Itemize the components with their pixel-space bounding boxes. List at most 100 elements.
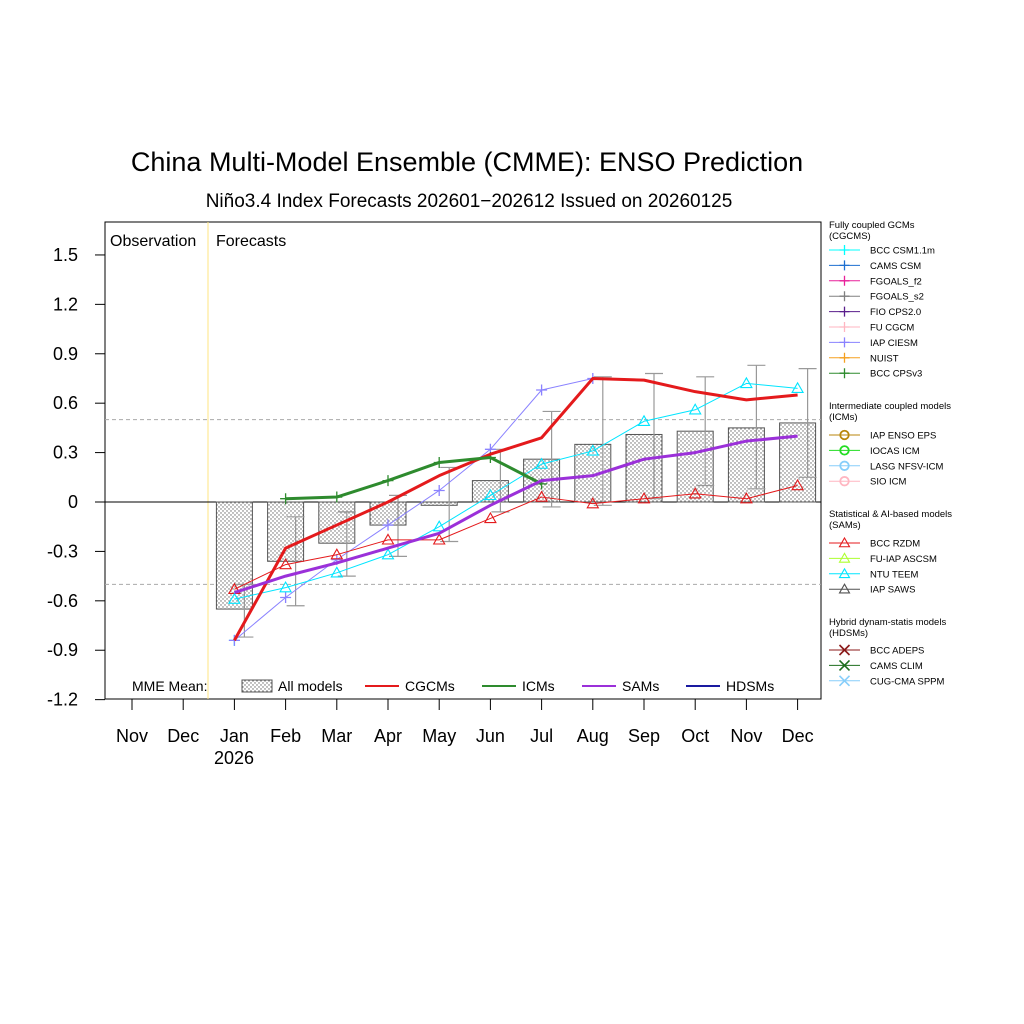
iap-ciesm-point xyxy=(382,519,394,531)
legend-item-triangle-icon xyxy=(838,536,851,548)
bcc-rzdm-point xyxy=(535,490,549,502)
ntu-teem-point xyxy=(432,520,446,532)
error-bar xyxy=(286,516,305,607)
legend-item-label: IAP SAWS xyxy=(870,585,915,596)
y-tick-label: 0.3 xyxy=(53,443,78,463)
legend-item-triangle-icon xyxy=(838,583,851,594)
chart-title: China Multi-Model Ensemble (CMME): ENSO … xyxy=(131,147,803,177)
legend-side: Fully coupled GCMs (CGCMS) BCC CSM1.1m CAMS… xyxy=(829,220,952,687)
icms-mean-line xyxy=(285,456,543,501)
bcc-rzdm-point xyxy=(279,557,293,570)
bcc-rzdm-point xyxy=(483,511,497,524)
y-tick-label: 0.6 xyxy=(53,393,78,413)
legend-item-label: CAMS CSM xyxy=(870,261,921,272)
ntu-teem-line xyxy=(234,382,798,600)
legend-item-label: FGOALS_f2 xyxy=(870,276,922,287)
plot-frame xyxy=(104,221,822,700)
legend-item-label: CAMS CLIM xyxy=(870,661,923,672)
legend-item-label: BCC CSM1.1m xyxy=(870,246,935,257)
legend-item-triangle-icon xyxy=(838,567,851,579)
x-tick-label: Jul xyxy=(530,726,553,746)
year-label: 2026 xyxy=(214,748,254,768)
legend-item-cross-icon xyxy=(838,644,851,656)
all-models-bars xyxy=(215,364,817,638)
x-tick-label: Jan xyxy=(220,726,249,746)
x-tick-label: Nov xyxy=(116,726,148,746)
legend-item-label: FU-IAP ASCSM xyxy=(870,554,937,565)
legend-icms-label: ICMs xyxy=(522,678,555,694)
legend-item-label: NUIST xyxy=(870,353,899,364)
bcc-rzdm-point xyxy=(739,492,753,504)
ntu-teem-point xyxy=(279,581,293,593)
all-models-bar xyxy=(574,443,612,503)
cgcms-mean-line xyxy=(233,376,798,642)
y-tick-label: 1.2 xyxy=(53,294,78,314)
x-tick-label: Aug xyxy=(577,726,609,746)
legend-group-heading: Intermediate coupled models (ICMs) xyxy=(829,401,951,423)
all-models-bar xyxy=(676,430,714,503)
error-bar xyxy=(747,364,766,490)
ntu-teem-point xyxy=(227,592,241,604)
legend-item-plus-icon xyxy=(839,368,850,379)
y-tick-label: 0 xyxy=(68,492,78,512)
y-tick-label: -0.9 xyxy=(47,640,78,660)
ntu-teem-point xyxy=(330,566,344,578)
legend-item-plus-icon xyxy=(839,322,850,332)
bcc-rzdm-point xyxy=(637,492,651,504)
legend-mme-label: MME Mean: xyxy=(132,678,207,694)
ntu-teem-point xyxy=(586,444,600,456)
y-tick-label: 1.5 xyxy=(53,245,78,265)
y-tick-label: -0.6 xyxy=(47,591,78,611)
legend-item-cross-icon xyxy=(838,659,851,671)
y-tick-label: -1.2 xyxy=(47,690,78,710)
bcc-rzdm-point xyxy=(688,487,702,499)
bcc-rzdm-point xyxy=(791,478,805,491)
legend-cgcms-label: CGCMs xyxy=(405,678,455,694)
legend-item-plus-icon xyxy=(839,337,850,348)
legend-item-label: SIO ICM xyxy=(870,477,907,488)
legend-item-circle-icon xyxy=(839,476,850,487)
ntu-teem-point xyxy=(381,548,395,560)
legend-group-heading: Hybrid dynam-statis models (HDSMs) xyxy=(829,617,946,639)
x-tick-label: Sep xyxy=(628,726,660,746)
legend-item-label: IAP CIESM xyxy=(870,338,918,349)
bcc-rzdm-point xyxy=(381,533,395,545)
legend-group-heading: Statistical & AI-based models (SAMs) xyxy=(829,509,952,531)
ntu-teem-point xyxy=(791,381,805,394)
legend-item-label: CUG-CMA SPPM xyxy=(870,676,945,687)
legend-item-plus-icon xyxy=(839,275,850,286)
legend-all-models-swatch xyxy=(241,679,273,693)
y-tick-label: -0.3 xyxy=(47,541,78,561)
x-tick-label: Feb xyxy=(270,726,301,746)
sams-mean-line xyxy=(233,434,798,595)
legend-hdsms-label: HDSMs xyxy=(726,678,774,694)
all-models-bar xyxy=(267,501,305,562)
legend-item-plus-icon xyxy=(839,260,850,271)
iap-ciesm-point xyxy=(433,484,445,496)
x-tick-label: Apr xyxy=(374,726,402,746)
x-axis: Nov Dec Jan Feb Mar Apr May Jun Jul Aug Sep Oct Nov D… xyxy=(116,699,814,746)
legend-item-label: IAP ENSO EPS xyxy=(870,431,936,442)
iap-ciesm-line xyxy=(234,377,593,641)
ntu-teem-point xyxy=(535,457,549,469)
x-tick-label: Nov xyxy=(730,726,762,746)
x-tick-label: Jun xyxy=(476,726,505,746)
iap-ciesm-point xyxy=(536,384,548,396)
x-tick-label: Dec xyxy=(167,726,199,746)
legend-bottom: MME Mean: All models CGCMs ICMs SAMs HDSMs xyxy=(132,678,774,694)
legend-item-plus-icon xyxy=(839,306,850,317)
y-axis: 1.5 1.2 0.9 0.6 0.3 0 -0.3 -0.6 -0.9 -1.2 xyxy=(47,245,105,710)
legend-item-label: LASG NFSV-ICM xyxy=(870,461,943,472)
legend-sams-label: SAMs xyxy=(622,678,659,694)
legend-item-plus-icon xyxy=(839,245,850,255)
legend-item-circle-icon xyxy=(839,445,850,456)
legend-item-label: BCC RZDM xyxy=(870,539,920,550)
legend-item-cross-icon xyxy=(838,675,851,687)
legend-item-label: FGOALS_s2 xyxy=(870,292,924,303)
legend-item-circle-icon xyxy=(839,460,850,471)
legend-item-label: BCC CPSv3 xyxy=(870,369,922,380)
error-bar xyxy=(696,376,715,487)
iap-ciesm-point xyxy=(280,592,292,604)
bcc-rzdm-point xyxy=(330,548,344,560)
